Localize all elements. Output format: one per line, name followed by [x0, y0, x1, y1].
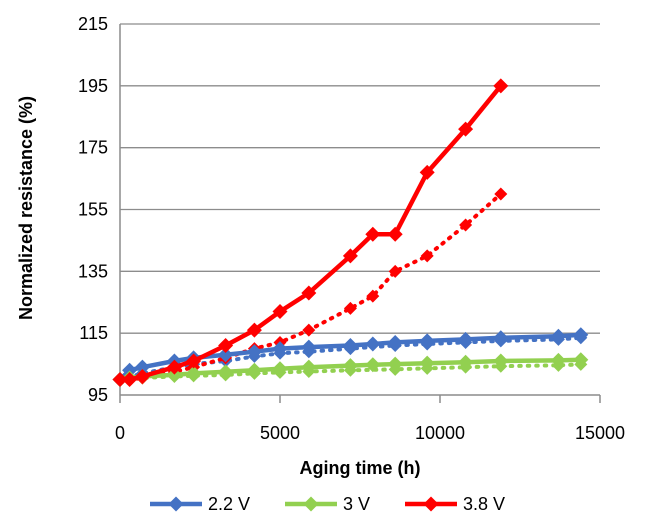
- y-tick-label: 115: [79, 323, 108, 343]
- data-point: [342, 248, 358, 264]
- y-tick-label: 135: [78, 261, 108, 281]
- legend-swatch-marker: [303, 496, 319, 512]
- data-point: [272, 341, 288, 357]
- data-point: [246, 362, 262, 378]
- data-point: [419, 333, 435, 349]
- legend-swatch-marker: [168, 496, 184, 512]
- data-point: [419, 164, 435, 180]
- data-point: [218, 364, 234, 380]
- legend-item: 3.8 V: [405, 494, 505, 514]
- legend-swatch-marker: [423, 496, 439, 512]
- data-point: [218, 338, 234, 354]
- data-point: [246, 344, 262, 360]
- data-point: [493, 330, 509, 346]
- x-axis-title: Aging time (h): [300, 458, 421, 478]
- y-axis-title: Normalized resistance (%): [16, 96, 36, 320]
- tick-labels: 95 115 135 155 175 195 215 0 5000 10000 15000: [78, 14, 625, 443]
- data-point: [186, 353, 202, 369]
- data-point: [302, 323, 316, 337]
- data-point: [134, 359, 150, 375]
- legend: 2.2 V 3 V 3.8 V: [150, 494, 505, 514]
- data-point: [272, 304, 288, 320]
- data-point: [493, 78, 509, 94]
- data-point: [387, 226, 403, 242]
- data-point: [387, 356, 403, 372]
- data-point: [301, 359, 317, 375]
- data-point: [186, 365, 202, 381]
- data-point: [246, 322, 262, 338]
- x-tick-label: 0: [115, 423, 125, 443]
- x-tick-label: 15000: [575, 423, 625, 443]
- data-point: [272, 361, 288, 377]
- legend-label: 3.8 V: [463, 494, 505, 514]
- data-point: [458, 331, 474, 347]
- data-point: [550, 352, 566, 368]
- legend-label: 3 V: [343, 494, 370, 514]
- data-point: [387, 334, 403, 350]
- data-point: [573, 352, 589, 368]
- data-point: [458, 121, 474, 137]
- legend-item: 2.2 V: [150, 494, 250, 514]
- data-point: [342, 358, 358, 374]
- data-point: [134, 368, 150, 384]
- series-2-2-v: [112, 327, 589, 388]
- data-point: [388, 264, 402, 278]
- y-tick-label: 175: [78, 138, 108, 158]
- data-point: [218, 347, 234, 363]
- data-point: [122, 372, 138, 388]
- data-point: [122, 362, 138, 378]
- data-point: [366, 289, 380, 303]
- series-line: [117, 83, 504, 382]
- data-point: [493, 353, 509, 369]
- axes: [119, 24, 601, 403]
- data-point: [301, 339, 317, 355]
- data-point: [365, 357, 381, 373]
- legend-item: 3 V: [285, 494, 370, 514]
- data-point: [166, 367, 182, 383]
- data-point: [343, 301, 357, 315]
- data-point: [459, 218, 473, 232]
- y-tick-label: 195: [78, 76, 108, 96]
- data-point: [166, 359, 182, 375]
- x-tick-label: 10000: [415, 423, 465, 443]
- y-tick-label: 215: [78, 14, 108, 34]
- series-3-v: [112, 352, 589, 388]
- data-point: [301, 285, 317, 301]
- data-point: [419, 355, 435, 371]
- data-point: [420, 249, 434, 263]
- data-point: [550, 328, 566, 344]
- y-tick-label: 155: [78, 200, 108, 220]
- data-point: [365, 226, 381, 242]
- legend-label: 2.2 V: [208, 494, 250, 514]
- series-3-8-v: [112, 78, 509, 388]
- gridlines: [120, 23, 600, 334]
- x-tick-label: 5000: [260, 423, 300, 443]
- data-point: [112, 372, 128, 388]
- data-point: [573, 327, 589, 343]
- data-point: [342, 338, 358, 354]
- data-point: [458, 354, 474, 370]
- series-layer: [112, 78, 589, 388]
- y-tick-label: 95: [88, 385, 108, 405]
- data-point: [365, 336, 381, 352]
- data-point: [494, 187, 508, 201]
